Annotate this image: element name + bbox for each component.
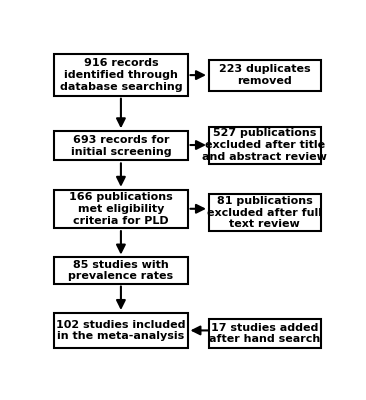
FancyBboxPatch shape — [209, 319, 321, 348]
Text: 693 records for
initial screening: 693 records for initial screening — [71, 135, 171, 156]
Text: 81 publications
excluded after full
text review: 81 publications excluded after full text… — [208, 196, 322, 229]
FancyBboxPatch shape — [209, 60, 321, 90]
Text: 102 studies included
in the meta-analysis: 102 studies included in the meta-analysi… — [56, 320, 186, 341]
Text: 166 publications
met eligibility
criteria for PLD: 166 publications met eligibility criteri… — [69, 192, 173, 226]
FancyBboxPatch shape — [209, 126, 321, 164]
Text: 527 publications
excluded after title
and abstract review: 527 publications excluded after title an… — [202, 128, 327, 162]
FancyBboxPatch shape — [54, 190, 188, 228]
Text: 223 duplicates
removed: 223 duplicates removed — [219, 64, 311, 86]
Text: 85 studies with
prevalence rates: 85 studies with prevalence rates — [68, 260, 173, 281]
FancyBboxPatch shape — [54, 131, 188, 160]
FancyBboxPatch shape — [54, 313, 188, 348]
FancyBboxPatch shape — [209, 194, 321, 231]
Text: 17 studies added
after hand search: 17 studies added after hand search — [209, 323, 321, 344]
Text: 916 records
identified through
database searching: 916 records identified through database … — [60, 58, 182, 92]
FancyBboxPatch shape — [54, 54, 188, 96]
FancyBboxPatch shape — [54, 258, 188, 284]
